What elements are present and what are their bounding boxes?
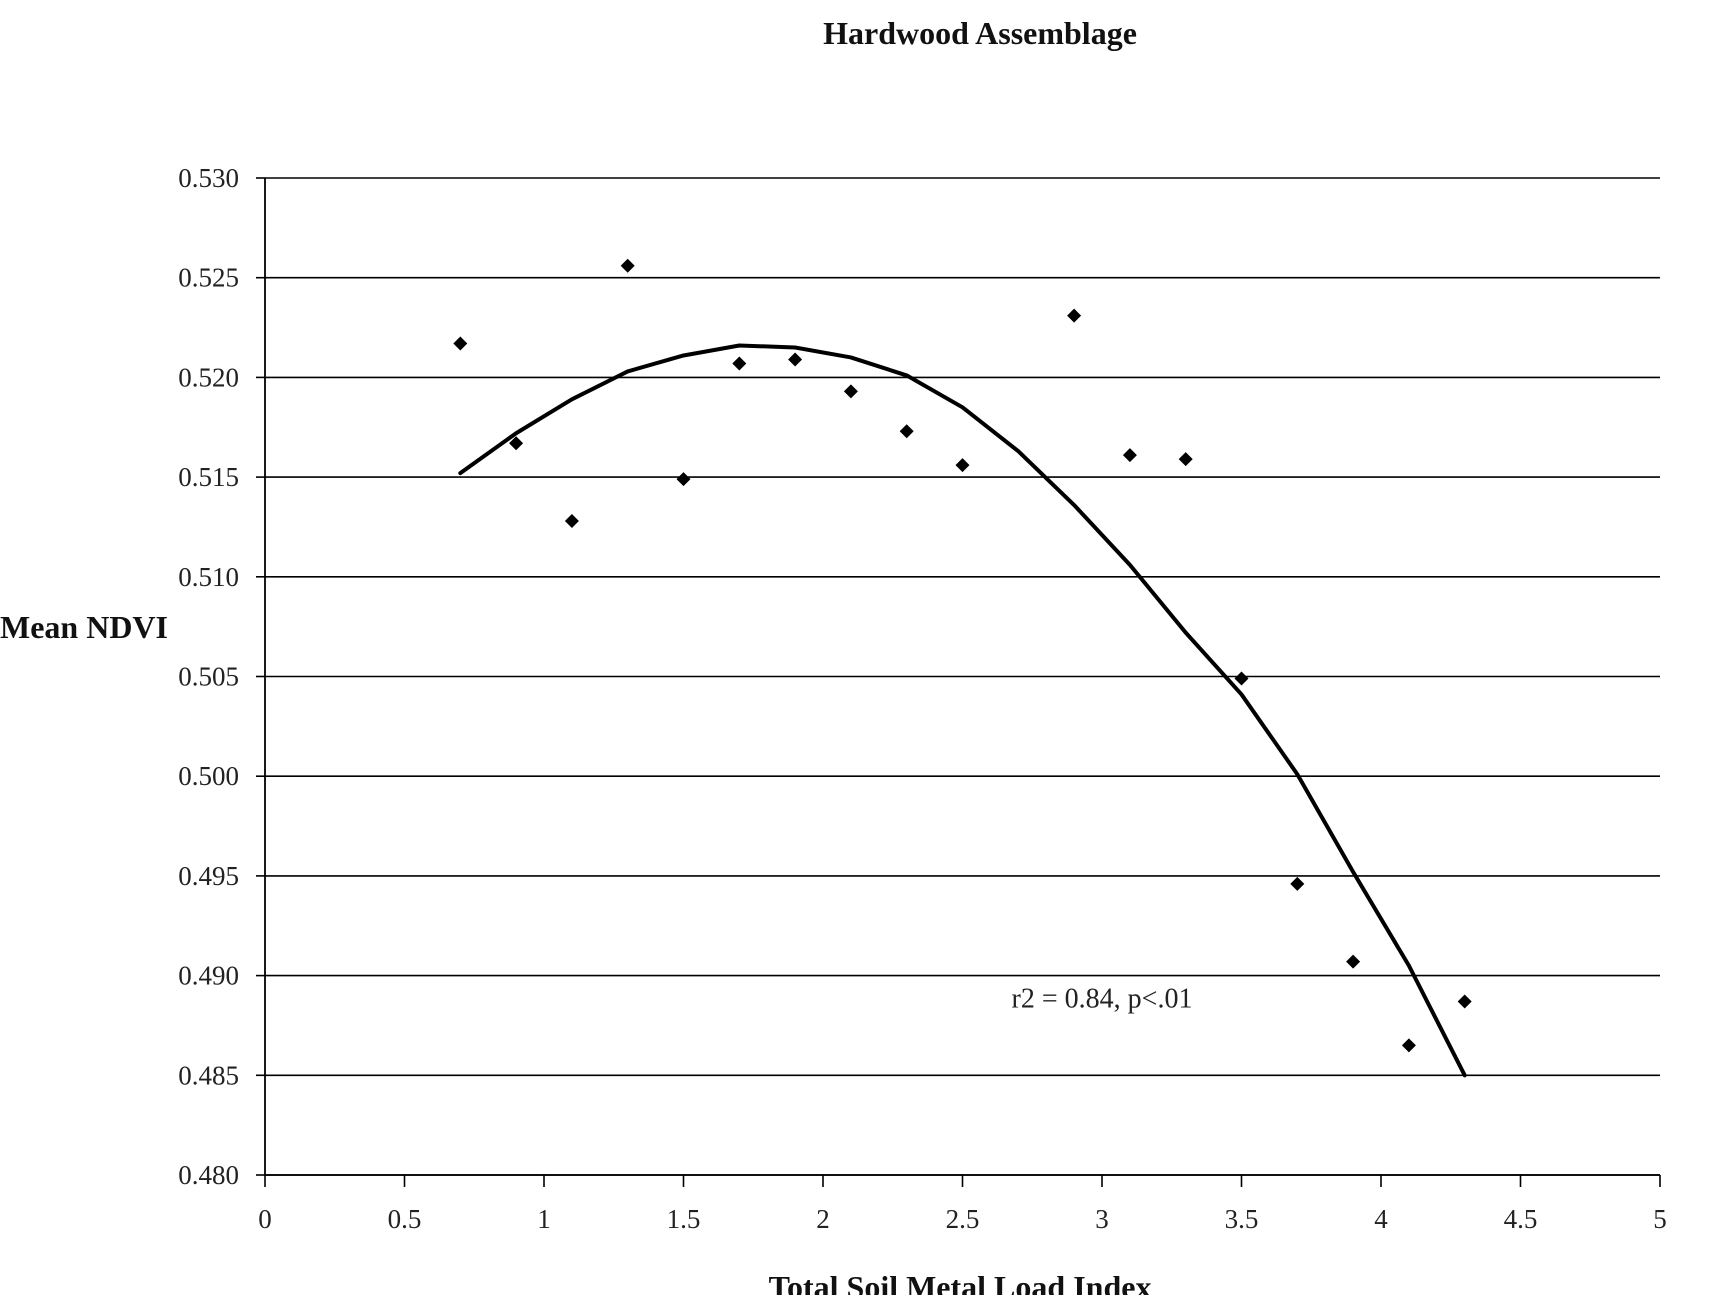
data-point-9 <box>955 458 970 473</box>
x-tick-label-0: 0 <box>258 1204 272 1234</box>
y-tick-label-10: 0.530 <box>178 163 239 193</box>
data-point-5 <box>732 356 747 371</box>
x-tick-label-1: 0.5 <box>388 1204 422 1234</box>
y-tick-label-3: 0.495 <box>178 861 239 891</box>
tick-layer: 0.4800.4850.4900.4950.5000.5050.5100.515… <box>178 163 1667 1234</box>
x-tick-label-5: 2.5 <box>946 1204 980 1234</box>
x-tick-label-2: 1 <box>537 1204 551 1234</box>
grid-layer <box>265 177 1660 1176</box>
data-point-0 <box>453 336 468 351</box>
x-tick-label-9: 4.5 <box>1504 1204 1538 1234</box>
y-tick-label-4: 0.500 <box>178 761 239 791</box>
data-point-3 <box>620 258 635 273</box>
data-point-17 <box>1457 994 1472 1009</box>
data-point-6 <box>788 352 803 367</box>
points-layer <box>453 258 1472 1053</box>
y-tick-label-1: 0.485 <box>178 1060 239 1090</box>
x-axis-label: Total Soil Metal Load Index <box>769 1269 1152 1295</box>
x-tick-label-4: 2 <box>816 1204 830 1234</box>
data-point-4 <box>676 472 691 487</box>
data-point-8 <box>899 424 914 439</box>
data-point-11 <box>1122 448 1137 463</box>
chart-title: Hardwood Assemblage <box>823 15 1137 51</box>
data-point-10 <box>1067 308 1082 323</box>
data-point-12 <box>1178 452 1193 467</box>
x-tick-label-3: 1.5 <box>667 1204 701 1234</box>
data-point-2 <box>564 513 579 528</box>
y-axis-label: Mean NDVI <box>0 609 168 645</box>
data-point-1 <box>509 436 524 451</box>
y-tick-label-7: 0.515 <box>178 462 239 492</box>
y-tick-label-2: 0.490 <box>178 961 239 991</box>
trend-layer <box>458 343 1467 1078</box>
x-tick-label-6: 3 <box>1095 1204 1109 1234</box>
y-tick-label-6: 0.510 <box>178 562 239 592</box>
data-point-15 <box>1346 954 1361 969</box>
fit-annotation: r2 = 0.84, p<.01 <box>1012 984 1193 1015</box>
y-tick-label-0: 0.480 <box>178 1160 239 1190</box>
data-point-13 <box>1234 671 1249 686</box>
y-tick-label-5: 0.505 <box>178 662 239 692</box>
y-tick-label-9: 0.525 <box>178 263 239 293</box>
data-point-7 <box>843 384 858 399</box>
trend-curve <box>458 343 1467 1078</box>
data-point-14 <box>1290 876 1305 891</box>
x-tick-label-7: 3.5 <box>1225 1204 1259 1234</box>
x-tick-label-8: 4 <box>1374 1204 1388 1234</box>
data-point-16 <box>1401 1038 1416 1053</box>
y-tick-label-8: 0.520 <box>178 362 239 392</box>
x-tick-label-10: 5 <box>1653 1204 1667 1234</box>
